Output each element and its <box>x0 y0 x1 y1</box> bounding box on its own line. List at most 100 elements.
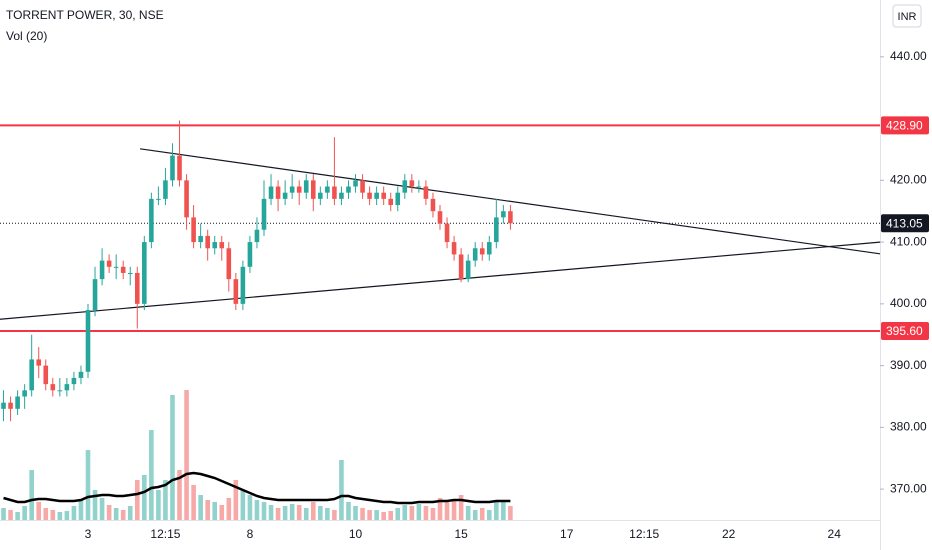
volume-bar <box>465 506 471 520</box>
candle-body <box>212 242 218 249</box>
candle-body <box>479 248 485 255</box>
volume-bar <box>85 450 91 520</box>
candle-body <box>486 242 492 255</box>
candle-body <box>170 155 175 181</box>
x-tick-label: 10 <box>349 527 363 541</box>
candle-body <box>15 396 20 409</box>
candle-body <box>395 192 401 206</box>
y-tick-label: 440.00 <box>890 49 927 63</box>
volume-bar <box>437 498 443 520</box>
candle-body <box>240 266 246 304</box>
candle-body <box>163 180 168 199</box>
x-tick-label: 24 <box>828 527 842 541</box>
y-tick-label: 390.00 <box>890 358 927 372</box>
volume-bar <box>134 480 140 520</box>
volume-bar <box>15 512 20 520</box>
y-tick-label: 400.00 <box>890 296 927 310</box>
candle-body <box>458 254 464 280</box>
candle-body <box>29 359 34 391</box>
candle-body <box>289 186 295 193</box>
candle-body <box>437 211 443 224</box>
volume-bar <box>226 498 232 520</box>
candle-body <box>57 390 63 392</box>
x-tick-label: 22 <box>722 527 736 541</box>
volume-bar <box>142 475 147 520</box>
candle-body <box>444 223 450 243</box>
volume-bar <box>508 506 513 520</box>
candle-body <box>71 377 77 385</box>
candle-body <box>64 384 70 391</box>
volume-bar <box>479 508 485 520</box>
chart-title: TORRENT POWER, 30, NSE <box>6 8 164 22</box>
candle-body <box>501 211 506 218</box>
candle-body <box>494 217 499 243</box>
volume-bar <box>367 510 372 520</box>
volume-bar <box>275 508 281 520</box>
volume-bar <box>303 508 309 520</box>
volume-bar <box>451 500 457 520</box>
volume-bar <box>99 498 105 520</box>
candle-body <box>325 186 330 193</box>
candle-body <box>127 272 133 274</box>
volume-bar <box>332 510 337 520</box>
candle-body <box>318 192 323 199</box>
volume-ma-line <box>3 471 511 505</box>
volume-bar <box>50 510 56 520</box>
volume-bar <box>381 512 386 520</box>
price-tag <box>881 322 929 341</box>
y-tick-label: 410.00 <box>890 234 927 248</box>
trendline <box>140 148 881 255</box>
y-tick-label: 370.00 <box>890 481 927 495</box>
volume-bar <box>282 506 288 520</box>
volume-bar <box>247 495 253 520</box>
candle-body <box>430 198 436 212</box>
candle-body <box>106 260 112 267</box>
candle-body <box>367 192 372 199</box>
volume-bar <box>423 506 429 520</box>
candle-body <box>303 180 309 193</box>
volume-bar <box>57 512 63 520</box>
candle-body <box>310 180 316 199</box>
volume-bar <box>212 502 218 520</box>
candle-body <box>423 186 429 199</box>
candle-body <box>353 180 358 187</box>
candle-body <box>402 180 408 193</box>
volume-bar <box>325 508 330 520</box>
volume-bar <box>416 504 422 520</box>
candle-body <box>50 384 56 391</box>
volume-bar <box>494 500 499 520</box>
volume-bar <box>156 490 161 520</box>
candle-body <box>268 186 274 199</box>
candle-body <box>261 198 267 230</box>
volume-bar <box>486 510 492 520</box>
volume-bar <box>71 506 77 520</box>
volume-bar <box>233 480 239 520</box>
currency-button[interactable] <box>892 4 922 28</box>
volume-bar <box>388 511 394 520</box>
candle-body <box>78 371 84 378</box>
volume-bar <box>36 502 42 520</box>
y-tick-label: 380.00 <box>890 420 927 434</box>
volume-bar <box>254 500 260 520</box>
volume-bar <box>22 506 27 520</box>
candle-body <box>149 198 154 243</box>
candle-body <box>85 310 91 372</box>
volume-bar <box>1 508 6 520</box>
price-tag-label: 428.90 <box>886 119 923 133</box>
x-tick-label: 12:15 <box>629 527 659 541</box>
candle-body <box>282 192 288 199</box>
candle-body <box>1 402 6 409</box>
volume-bar <box>402 505 408 520</box>
volume-bar <box>113 508 119 520</box>
candle-body <box>205 235 210 249</box>
volume-bar <box>240 490 246 520</box>
candle-body <box>36 359 42 366</box>
candle-body <box>226 248 232 280</box>
volume-bar <box>318 506 323 520</box>
volume-bar <box>472 510 478 520</box>
volume-bar <box>444 502 450 520</box>
candle-body <box>43 365 49 385</box>
volume-bar <box>219 505 225 520</box>
x-tick-label: 17 <box>560 527 574 541</box>
